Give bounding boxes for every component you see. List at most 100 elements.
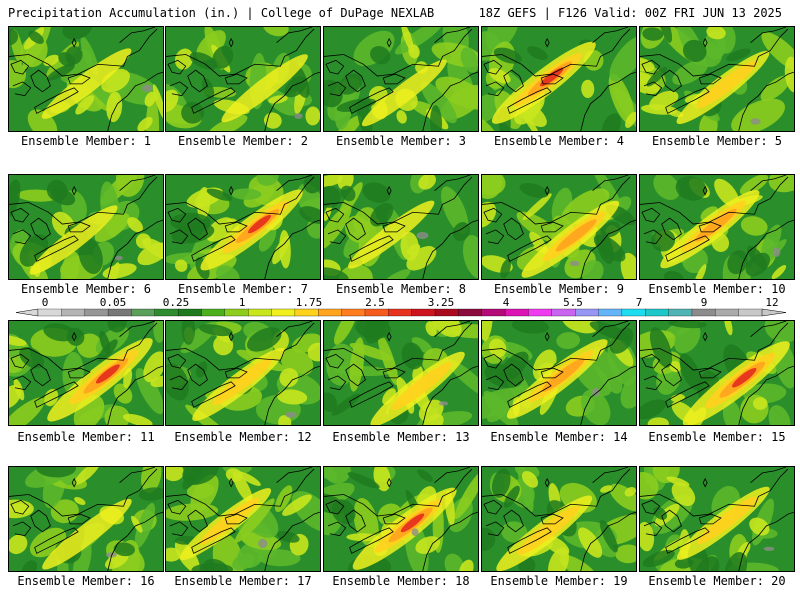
- colorbar-swatch: [248, 308, 272, 317]
- lake-michigan-outline: [12, 81, 32, 97]
- lake-michigan-outline: [12, 375, 32, 391]
- coastline-outline: [738, 71, 794, 131]
- st-lawrence-outline: [434, 175, 471, 191]
- ensemble-member-label: Ensemble Member: 15: [648, 430, 786, 444]
- lake-superior-outline: [167, 59, 187, 75]
- lake-huron-outline: [30, 509, 51, 533]
- diamond-marker: [544, 37, 550, 48]
- lake-superior-outline: [641, 499, 661, 515]
- lake-superior-outline: [641, 207, 661, 223]
- colorbar-swatch: [551, 308, 576, 317]
- diamond-marker: [386, 185, 392, 196]
- st-lawrence-outline: [592, 175, 629, 191]
- lake-michigan-outline: [327, 229, 347, 245]
- lake-superior-outline: [10, 499, 30, 515]
- lake-superior-outline: [10, 59, 30, 75]
- colorbar-swatch: [271, 308, 296, 317]
- lake-erie-outline: [507, 235, 552, 262]
- lake-michigan-outline: [169, 375, 189, 391]
- lake-michigan-outline: [327, 521, 347, 537]
- lake-erie-outline: [507, 87, 552, 114]
- lake-superior-outline: [641, 59, 661, 75]
- lake-erie-outline: [34, 527, 79, 554]
- lake-huron-outline: [30, 363, 51, 387]
- lake-huron-outline: [503, 363, 524, 387]
- ensemble-member-map: [8, 174, 164, 280]
- lake-huron-outline: [345, 69, 366, 93]
- colorbar-swatch: [154, 308, 179, 317]
- lake-huron-outline: [345, 217, 366, 241]
- colorbar-swatch: [434, 308, 459, 317]
- map-title: Precipitation Accumulation (in.) | Colle…: [8, 6, 435, 20]
- border-outline: [9, 176, 158, 225]
- lake-superior-outline: [325, 207, 345, 223]
- lake-ontario-outline: [67, 367, 91, 379]
- ensemble-member-map: [481, 26, 637, 132]
- border-outline: [9, 322, 158, 371]
- lake-erie-outline: [349, 235, 394, 262]
- border-outline: [640, 468, 789, 517]
- colorbar-swatch: [61, 308, 86, 317]
- colorbar-swatch: [645, 308, 670, 317]
- border-outline: [166, 28, 315, 77]
- coastline-outline: [264, 365, 320, 425]
- lake-huron-outline: [661, 509, 682, 533]
- ensemble-member-label: Ensemble Member: 4: [493, 134, 625, 148]
- colorbar-min-arrow: [15, 308, 39, 317]
- st-lawrence-outline: [750, 27, 787, 43]
- ensemble-member-map: [639, 320, 795, 426]
- colorbar-tick-label: 12: [765, 296, 779, 309]
- st-lawrence-outline: [750, 175, 787, 191]
- lake-superior-outline: [167, 353, 187, 369]
- colorbar-swatch: [691, 308, 716, 317]
- ensemble-member-map: [639, 26, 795, 132]
- ensemble-member-map: [639, 174, 795, 280]
- st-lawrence-outline: [276, 321, 313, 337]
- coastline-outline: [264, 511, 320, 571]
- diamond-marker: [228, 477, 234, 488]
- colorbar-swatch: [107, 308, 132, 317]
- diamond-marker: [702, 37, 708, 48]
- lake-michigan-outline: [169, 81, 189, 97]
- border-outline: [640, 176, 789, 225]
- lake-erie-outline: [34, 381, 79, 408]
- coastline-outline: [580, 511, 636, 571]
- lake-michigan-outline: [485, 375, 505, 391]
- ensemble-member-label: Ensemble Member: 10: [648, 282, 786, 296]
- border-outline: [9, 468, 158, 517]
- border-outline: [9, 28, 158, 77]
- colorbar-swatch: [84, 308, 109, 317]
- colorbar-swatch: [481, 308, 506, 317]
- ensemble-member-map: [165, 466, 321, 572]
- colorbar-swatch: [341, 308, 366, 317]
- lake-erie-outline: [349, 381, 394, 408]
- lake-erie-outline: [349, 87, 394, 114]
- ensemble-member-label: Ensemble Member: 6: [20, 282, 152, 296]
- lake-superior-outline: [10, 207, 30, 223]
- st-lawrence-outline: [592, 467, 629, 483]
- st-lawrence-outline: [276, 175, 313, 191]
- colorbar-swatch: [318, 308, 343, 317]
- lake-michigan-outline: [643, 81, 663, 97]
- lake-erie-outline: [34, 87, 79, 114]
- lake-michigan-outline: [169, 521, 189, 537]
- lake-ontario-outline: [540, 513, 564, 525]
- coastline-outline: [580, 365, 636, 425]
- ensemble-member-label: Ensemble Member: 16: [17, 574, 155, 588]
- lake-ontario-outline: [382, 513, 406, 525]
- lake-huron-outline: [187, 363, 208, 387]
- lake-ontario-outline: [540, 221, 564, 233]
- ensemble-member-map: [323, 26, 479, 132]
- lake-huron-outline: [503, 69, 524, 93]
- lake-superior-outline: [325, 353, 345, 369]
- colorbar-swatch: [224, 308, 249, 317]
- ensemble-member-label: Ensemble Member: 14: [490, 430, 628, 444]
- ensemble-member-label: Ensemble Member: 8: [335, 282, 467, 296]
- ensemble-member-label: Ensemble Member: 12: [174, 430, 312, 444]
- ensemble-member-map: [165, 26, 321, 132]
- lake-huron-outline: [661, 363, 682, 387]
- lake-superior-outline: [483, 207, 503, 223]
- st-lawrence-outline: [750, 467, 787, 483]
- colorbar-swatch: [575, 308, 599, 317]
- st-lawrence-outline: [119, 467, 156, 483]
